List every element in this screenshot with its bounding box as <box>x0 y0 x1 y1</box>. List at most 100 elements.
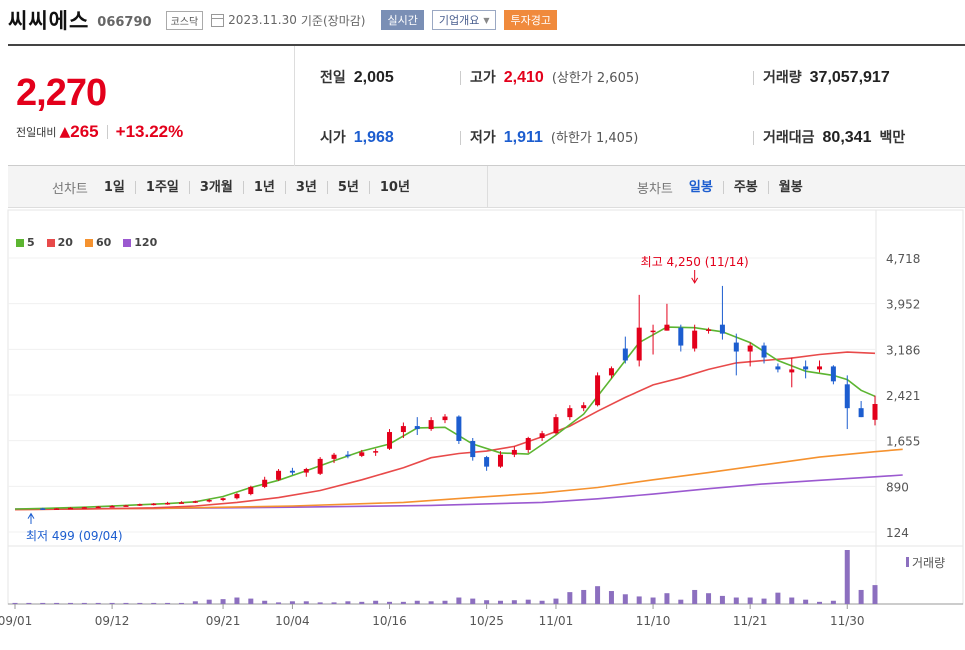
tab-monthly[interactable]: 월봉 <box>767 180 813 194</box>
change-percent: +13.22% <box>115 122 184 141</box>
volume-bar <box>137 602 143 604</box>
candle-body <box>331 454 337 459</box>
volume-bar <box>844 550 850 604</box>
low-label: 저가 <box>470 130 496 146</box>
candle-body <box>387 432 393 449</box>
volume-bar <box>109 602 115 604</box>
tab-3m[interactable]: 3개월 <box>188 180 243 194</box>
ma60-line <box>14 448 903 511</box>
candle-body <box>137 504 143 506</box>
candle-body <box>151 503 157 506</box>
candle-body <box>872 404 878 420</box>
volume-bar <box>192 601 198 604</box>
change-label: 전일대비 <box>16 126 57 139</box>
legend-ma5: 5 <box>16 236 35 249</box>
volume-bar <box>678 599 684 604</box>
candle-body <box>608 368 614 376</box>
candle-body <box>442 416 448 421</box>
volume-bar <box>40 602 46 604</box>
prev-close: 전일 2,005 <box>320 67 394 87</box>
corp-overview-dropdown[interactable]: 기업개요 ▼ <box>431 10 497 30</box>
divider <box>460 131 461 145</box>
volume: 거래량 37,057,917 <box>763 67 890 87</box>
price-plot-frame <box>7 209 964 547</box>
volume-label: 거래량 <box>763 70 802 86</box>
x-tick-label: 11/10 <box>636 614 671 628</box>
volume-bar <box>719 595 725 604</box>
candle-body <box>248 486 254 495</box>
high-price: 고가 2,410 (상한가 2,605) <box>470 67 639 87</box>
tab-1w[interactable]: 1주일 <box>134 180 189 194</box>
candle-body <box>428 420 434 430</box>
candle-body <box>692 330 698 349</box>
line-chart-title: 선차트 <box>52 181 88 197</box>
candle-body <box>109 505 115 508</box>
candle-body <box>400 426 406 433</box>
volume-bar <box>289 601 295 604</box>
candle-body <box>414 426 420 430</box>
volume-bar <box>442 600 448 604</box>
trade-amount: 거래대금 80,341 백만 <box>763 127 905 147</box>
volume-bar <box>830 600 836 604</box>
volume-bar <box>456 597 462 604</box>
ma5-line <box>14 326 876 510</box>
volume-bar <box>387 601 393 604</box>
amount-value: 80,341 <box>822 129 872 146</box>
x-tick-label: 09/01 <box>0 614 32 628</box>
candle-body <box>497 454 503 467</box>
volume-bar <box>317 602 323 604</box>
investment-warning-badge[interactable]: 투자경고 <box>504 10 557 30</box>
candle-body <box>373 451 379 453</box>
x-tick-label: 11/21 <box>733 614 768 628</box>
volume-bar <box>373 600 379 604</box>
candle-body <box>650 330 656 333</box>
min-price-label: 최저 499 (09/04) <box>26 529 123 543</box>
volume-legend-swatch <box>906 557 909 567</box>
high-value: 2,410 <box>503 69 544 86</box>
candle-body <box>636 327 642 361</box>
volume-bar <box>248 598 254 604</box>
candle-body <box>719 324 725 334</box>
volume-bar <box>178 602 184 604</box>
candle-body <box>67 507 73 510</box>
tab-weekly[interactable]: 주봉 <box>722 180 768 194</box>
candle-body <box>123 505 129 507</box>
candle-body <box>303 469 309 473</box>
upper-limit: (상한가 2,605) <box>551 71 640 86</box>
candle-body <box>289 470 295 473</box>
candle-chart-tabs: 봉차트 일봉 주봉 월봉 <box>489 166 965 208</box>
volume-bar <box>636 596 642 604</box>
candle-body <box>858 408 864 418</box>
candle-body <box>844 384 850 409</box>
volume-bar <box>206 599 212 604</box>
volume-bar <box>400 601 406 604</box>
tab-10y[interactable]: 10년 <box>368 180 420 194</box>
tab-5y[interactable]: 5년 <box>326 180 369 194</box>
volume-bar <box>95 602 101 604</box>
candle-body <box>206 500 212 502</box>
tab-1y[interactable]: 1년 <box>242 180 285 194</box>
y-tick-label: 1,655 <box>886 435 920 449</box>
min-arrow-head <box>27 512 35 519</box>
market-tag: 코스닥 <box>165 10 204 30</box>
volume-bar <box>262 600 268 604</box>
volume-bar <box>775 592 781 604</box>
volume-value: 37,057,917 <box>809 69 890 86</box>
candle-body <box>664 324 670 331</box>
candle-body <box>567 408 573 418</box>
change-row: 전일대비 ▲ 265 +13.22% <box>16 122 183 142</box>
tab-3y[interactable]: 3년 <box>284 180 327 194</box>
candle-body <box>81 507 87 509</box>
line-chart-tabs: 선차트 1일 1주일 3개월 1년 3년 5년 10년 <box>8 166 488 208</box>
candle-body <box>553 417 559 434</box>
candle-body <box>789 369 795 373</box>
tab-1d[interactable]: 1일 <box>103 179 125 195</box>
realtime-button[interactable]: 실시간 <box>381 10 424 30</box>
tab-daily[interactable]: 일봉 <box>688 179 713 195</box>
x-tick-label: 09/21 <box>206 614 241 628</box>
candle-body <box>747 345 753 352</box>
candle-body <box>456 416 462 441</box>
volume-bar <box>345 601 351 604</box>
volume-bar <box>414 600 420 604</box>
